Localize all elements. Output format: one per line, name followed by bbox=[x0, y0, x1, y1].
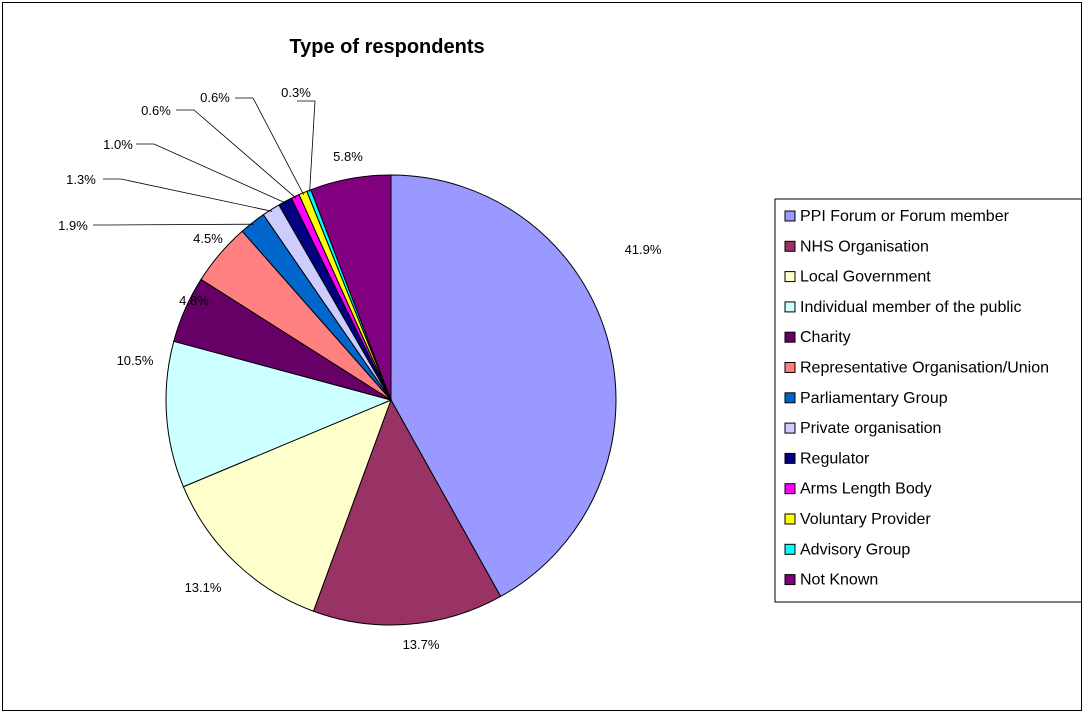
data-label: 41.9% bbox=[625, 242, 662, 257]
legend-label: Parliamentary Group bbox=[800, 390, 948, 407]
data-label: 1.0% bbox=[103, 137, 133, 152]
leader-line bbox=[176, 109, 297, 199]
legend-swatch bbox=[784, 331, 796, 343]
legend-swatch bbox=[784, 452, 796, 464]
legend-swatch bbox=[784, 483, 796, 495]
legend-label: Private organisation bbox=[800, 420, 941, 437]
pie-slice bbox=[182, 399, 392, 612]
pie-slices bbox=[165, 174, 617, 626]
data-labels: 41.9% 13.7% 13.1% 10.5% 4.8% 4.5% 1.9% 1.3% 1.0%… bbox=[58, 85, 662, 652]
chart-title: Type of respondents bbox=[289, 36, 484, 58]
data-label: 1.3% bbox=[66, 172, 96, 187]
legend-swatch bbox=[784, 240, 796, 252]
legend-swatch bbox=[784, 392, 796, 404]
leader-line bbox=[136, 143, 287, 204]
pie-slice bbox=[165, 340, 393, 488]
data-label: 5.8% bbox=[333, 149, 363, 164]
legend-swatch bbox=[784, 362, 796, 373]
legend-swatch bbox=[784, 574, 796, 586]
data-label: 0.3% bbox=[281, 85, 311, 100]
data-label: 0.6% bbox=[141, 103, 171, 118]
data-label: 1.9% bbox=[58, 218, 88, 233]
data-label: 13.1% bbox=[185, 580, 222, 595]
leader-line bbox=[235, 97, 305, 195]
legend-label: Advisory Group bbox=[800, 541, 910, 558]
leader-line bbox=[103, 178, 273, 212]
pie-chart: Type of respondents 41.9% 13.7% 13.1% 10.5%… bbox=[58, 36, 1081, 652]
legend-label: Arms Length Body bbox=[800, 481, 932, 498]
legend: PPI Forum or Forum member NHS Organisatio… bbox=[774, 198, 1081, 603]
legend-swatch bbox=[784, 271, 796, 283]
legend-swatch bbox=[784, 301, 796, 313]
legend-swatch bbox=[784, 513, 796, 525]
legend-label: NHS Organisation bbox=[800, 238, 929, 255]
legend-label: Voluntary Provider bbox=[800, 511, 931, 528]
data-label: 0.6% bbox=[200, 90, 230, 105]
legend-label: Representative Organisation/Union bbox=[800, 360, 1049, 377]
data-label: 10.5% bbox=[117, 353, 154, 368]
pie-slice bbox=[310, 174, 392, 401]
leader-lines bbox=[93, 97, 316, 226]
legend-box bbox=[774, 198, 1081, 603]
legend-swatch bbox=[784, 422, 796, 434]
data-label: 13.7% bbox=[403, 637, 440, 652]
leader-line bbox=[93, 223, 254, 226]
leader-line bbox=[297, 100, 316, 193]
pie-slice bbox=[312, 398, 502, 626]
data-label: 4.5% bbox=[193, 231, 223, 246]
legend-label: Not Known bbox=[800, 572, 878, 589]
pie-slice bbox=[390, 174, 617, 598]
legend-label: PPI Forum or Forum member bbox=[800, 208, 1010, 225]
legend-label: Individual member of the public bbox=[800, 299, 1021, 316]
legend-label: Local Government bbox=[800, 269, 931, 286]
legend-swatch bbox=[784, 543, 796, 555]
legend-label: Regulator bbox=[800, 450, 870, 467]
data-label: 4.8% bbox=[179, 293, 209, 308]
legend-swatch bbox=[784, 210, 796, 222]
legend-label: Charity bbox=[800, 329, 851, 346]
